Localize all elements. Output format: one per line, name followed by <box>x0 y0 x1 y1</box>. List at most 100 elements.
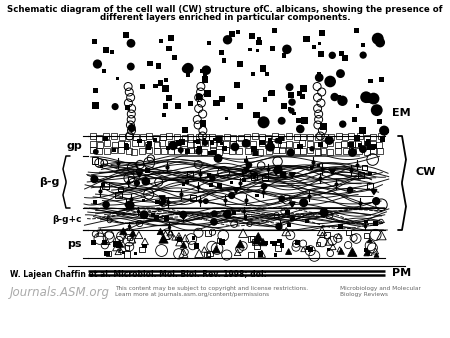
Circle shape <box>91 176 98 183</box>
Bar <box>201 149 207 154</box>
Bar <box>297 144 302 149</box>
Bar <box>216 149 222 154</box>
Bar <box>194 141 200 147</box>
Bar <box>380 137 385 142</box>
Bar <box>232 211 236 215</box>
Bar <box>310 166 314 170</box>
Bar <box>153 84 158 88</box>
Bar <box>352 117 357 122</box>
Circle shape <box>202 65 211 75</box>
Bar <box>362 165 367 170</box>
Bar <box>242 169 247 173</box>
Bar <box>377 148 383 154</box>
Bar <box>186 73 190 77</box>
Bar <box>378 133 383 139</box>
Bar <box>270 46 275 51</box>
Bar <box>338 224 343 229</box>
Bar <box>147 141 152 146</box>
Bar <box>207 251 212 257</box>
Bar <box>268 91 273 96</box>
Bar <box>182 127 188 132</box>
Bar <box>140 134 146 140</box>
Polygon shape <box>159 196 165 201</box>
Polygon shape <box>289 202 295 207</box>
Bar <box>300 147 306 153</box>
Polygon shape <box>348 248 357 257</box>
Bar <box>279 141 282 144</box>
Bar <box>162 85 169 92</box>
Bar <box>272 241 277 246</box>
Bar <box>146 133 152 139</box>
Circle shape <box>339 120 347 128</box>
Bar <box>216 135 221 141</box>
Bar <box>220 96 225 102</box>
Bar <box>127 236 131 240</box>
Text: different layers enriched in particular components.: different layers enriched in particular … <box>100 13 350 22</box>
Bar <box>196 139 200 144</box>
Circle shape <box>296 125 305 133</box>
Bar <box>370 148 376 154</box>
Circle shape <box>371 104 382 116</box>
Bar <box>230 135 236 141</box>
Bar <box>305 219 309 223</box>
Bar <box>187 171 193 177</box>
Bar <box>225 117 228 120</box>
Bar <box>243 140 249 146</box>
Bar <box>188 101 193 106</box>
Bar <box>101 183 105 187</box>
Circle shape <box>94 149 98 154</box>
Bar <box>176 140 181 146</box>
Circle shape <box>224 210 231 218</box>
Bar <box>220 239 225 245</box>
Bar <box>327 149 333 155</box>
Bar <box>115 192 122 198</box>
Circle shape <box>288 107 295 114</box>
Bar <box>162 113 166 117</box>
Circle shape <box>182 65 190 73</box>
Bar <box>335 142 341 148</box>
Bar <box>348 134 354 139</box>
Bar <box>118 142 124 147</box>
Bar <box>155 199 159 204</box>
Bar <box>104 251 110 256</box>
Bar <box>303 36 310 43</box>
Bar <box>366 183 373 189</box>
Bar <box>123 32 129 38</box>
Bar <box>366 99 371 103</box>
Bar <box>147 61 153 66</box>
Circle shape <box>324 76 336 87</box>
Circle shape <box>214 154 222 162</box>
Circle shape <box>310 147 314 151</box>
Circle shape <box>229 193 234 198</box>
Bar <box>126 134 131 140</box>
Bar <box>324 232 330 238</box>
Circle shape <box>183 63 194 74</box>
Bar <box>244 134 250 140</box>
Bar <box>204 90 211 97</box>
Bar <box>342 141 347 147</box>
Bar <box>272 141 278 147</box>
Bar <box>203 134 209 140</box>
Circle shape <box>375 38 385 47</box>
Circle shape <box>276 223 282 230</box>
Bar <box>187 142 193 148</box>
Circle shape <box>285 83 293 91</box>
Bar <box>104 133 109 139</box>
Bar <box>97 142 103 147</box>
Circle shape <box>379 126 389 136</box>
Circle shape <box>93 59 102 69</box>
Circle shape <box>360 146 366 152</box>
Bar <box>287 223 291 227</box>
Polygon shape <box>243 167 249 172</box>
Bar <box>139 140 144 146</box>
Bar <box>348 142 354 147</box>
Bar <box>200 120 206 126</box>
Circle shape <box>288 98 296 106</box>
Bar <box>176 237 182 242</box>
Circle shape <box>127 63 135 71</box>
Bar <box>90 133 96 139</box>
Bar <box>299 141 305 146</box>
Bar <box>280 142 286 148</box>
Bar <box>206 253 210 258</box>
Bar <box>367 144 373 150</box>
